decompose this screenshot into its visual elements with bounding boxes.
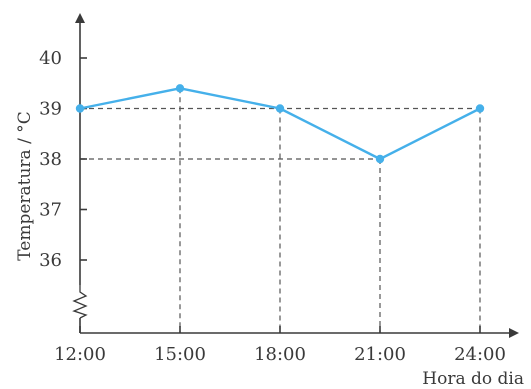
data-point: [275, 104, 285, 113]
data-point: [375, 154, 385, 164]
x-tick-label: 21:00: [354, 344, 406, 365]
y-tick-label: 38: [39, 149, 62, 170]
x-tick-label: 24:00: [454, 344, 506, 365]
y-tick-label: 39: [39, 99, 62, 120]
data-point: [475, 104, 485, 113]
data-points: [75, 84, 485, 164]
data-point: [75, 104, 85, 113]
y-ticks: 36 37 38 39 40: [39, 48, 87, 271]
x-ticks: 12:00 15:00 18:00 21:00 24:00: [54, 326, 506, 365]
x-axis-label: Hora do dia: [422, 369, 524, 389]
y-tick-label: 36: [39, 250, 62, 271]
data-point: [175, 84, 185, 93]
guide-lines: [80, 88, 481, 333]
y-axis-break: [72, 285, 88, 319]
y-tick-label: 37: [39, 200, 62, 221]
x-tick-label: 15:00: [154, 344, 206, 365]
y-tick-label: 40: [39, 48, 62, 69]
y-axis-label: Temperatura / °C: [15, 111, 35, 261]
x-tick-label: 12:00: [54, 344, 106, 365]
x-tick-label: 18:00: [254, 344, 306, 365]
